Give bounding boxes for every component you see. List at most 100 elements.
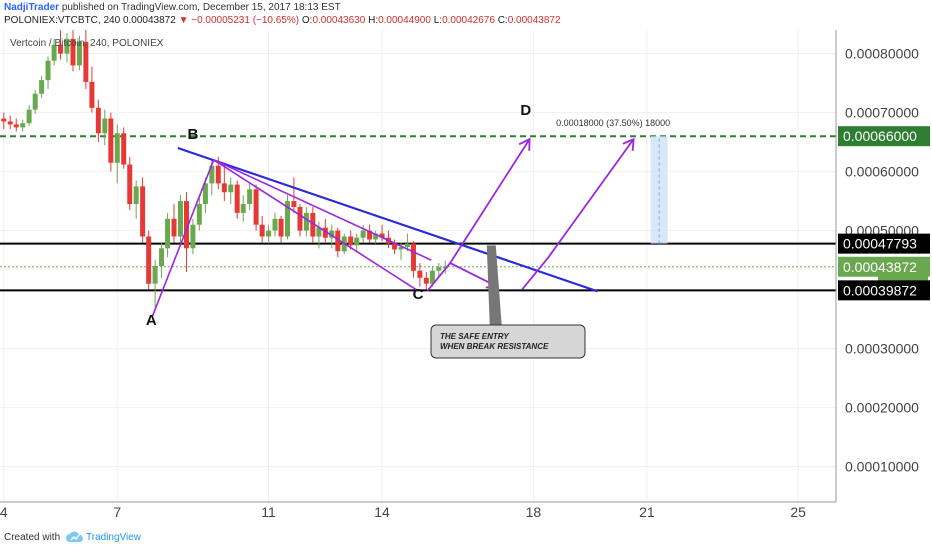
candle-body [436,267,442,271]
candle-body [20,123,26,128]
measure-label: 0.00018000 (37.50%) 18000 [556,118,670,128]
last-price: 0.00043872 [122,15,176,26]
last-price-label-bg [838,256,930,277]
open-value: 0.00043630 [312,15,366,26]
callout-line-2: WHEN BREAK RESISTANCE [440,342,549,351]
y-tick-label: 0.00010000 [845,459,919,475]
low-value: 0.00042676 [442,15,495,26]
point-label-c: C [413,286,424,303]
support-price-label-bg [838,280,930,301]
x-tick-label: 21 [639,504,655,520]
measure-box [650,136,668,244]
candle-body [221,183,227,193]
published-text: published on TradingView.com, December 1… [61,2,341,13]
callout-pointer [486,245,502,326]
candle-body [398,247,404,250]
candle-body [140,186,146,237]
candle-body [360,230,366,238]
resistance-price-label: 0.00047793 [843,236,917,252]
projection-arrow [521,138,635,291]
candle-body [95,107,101,134]
support-price-label: 0.00039872 [843,282,917,298]
y-tick-label: 0.00070000 [845,105,919,121]
x-tick-label: 11 [261,504,276,520]
candle-body [247,189,253,205]
footer: Created with TradingView [0,527,932,550]
point-label-b: B [188,126,199,143]
candle-body [159,248,165,266]
candle-body [89,81,95,108]
tradingview-brand[interactable]: TradingView [86,532,142,543]
pattern-line [151,159,215,317]
candle-body [45,60,51,81]
chart-title: Vertcoin / Bitcoin, 240, POLONIEX [10,38,164,49]
candle-body [183,201,189,249]
x-tick-label: 14 [374,504,390,520]
candle-body [114,133,120,163]
candle-body [234,184,240,213]
pattern-line [213,159,419,292]
candle-body [272,218,278,231]
candle-body [196,204,202,225]
candle-body [165,218,171,249]
low-label: L: [433,15,443,26]
publish-info: NadjiTrader published on TradingView.com… [4,2,341,13]
high-value: 0.00044900 [378,15,431,26]
axes: 0.000800000.000700000.000600000.00050000… [0,30,930,520]
author-link[interactable]: NadjiTrader [4,2,60,13]
y-tick-label: 0.00020000 [845,400,919,416]
candle-body [329,230,335,238]
candle-body [51,44,57,61]
candle-body [64,38,70,54]
candle-body [39,80,45,94]
candle-body [240,204,246,213]
candle-body [13,124,19,128]
candle-body [284,201,290,237]
candle-body [190,224,196,249]
pattern-line [213,159,432,261]
candle-body [146,236,152,284]
candle-body [379,233,385,238]
arrow-head [622,137,635,151]
last-price-label: 0.00043872 [843,259,917,275]
candle-body [278,218,284,237]
candle-body [266,230,272,237]
candle-body [291,201,297,207]
candle-body [133,186,139,205]
candle-body [259,224,265,237]
candle-body [83,41,89,82]
x-tick-label: 25 [790,504,806,520]
candle-body [58,44,64,54]
callout-line-1: THE SAFE ENTRY [440,332,509,341]
y-tick-label: 0.00080000 [845,46,919,62]
projection-arrow [449,138,531,264]
candlestick-chart[interactable]: 0.00018000 (37.50%) 18000 A B C D THE SAFE E… [0,0,932,527]
candle-body [404,243,410,248]
candle-body [335,230,341,252]
candle-body [127,164,133,205]
close-value: 0.00043872 [507,15,561,26]
candle-body [423,277,429,284]
candle-body [209,165,215,184]
candle-body [215,165,221,184]
candle-body [26,109,32,124]
candle-body [121,133,127,165]
x-tick-label: 18 [526,504,542,520]
candle-body [152,266,158,284]
target-price-label: 0.00066000 [843,128,917,144]
candle-body [253,189,259,225]
close-label: C: [497,15,508,26]
ohlc-line: POLONIEX:VTCBTC, 240 0.00043872 ▼ −0.000… [4,15,561,26]
measure-tool: 0.00018000 (37.50%) 18000 [556,118,670,244]
candle-body [70,38,76,66]
candle-body [1,118,7,122]
created-with-text: Created with [4,532,61,543]
candle-body [303,212,309,231]
candle-body [322,227,328,238]
candle-body [348,236,354,246]
y-tick-label: 0.00030000 [845,341,919,357]
candle-body [171,218,177,237]
candle-body [310,212,316,237]
symbol-line: POLONIEX:VTCBTC, 240 [4,15,121,26]
